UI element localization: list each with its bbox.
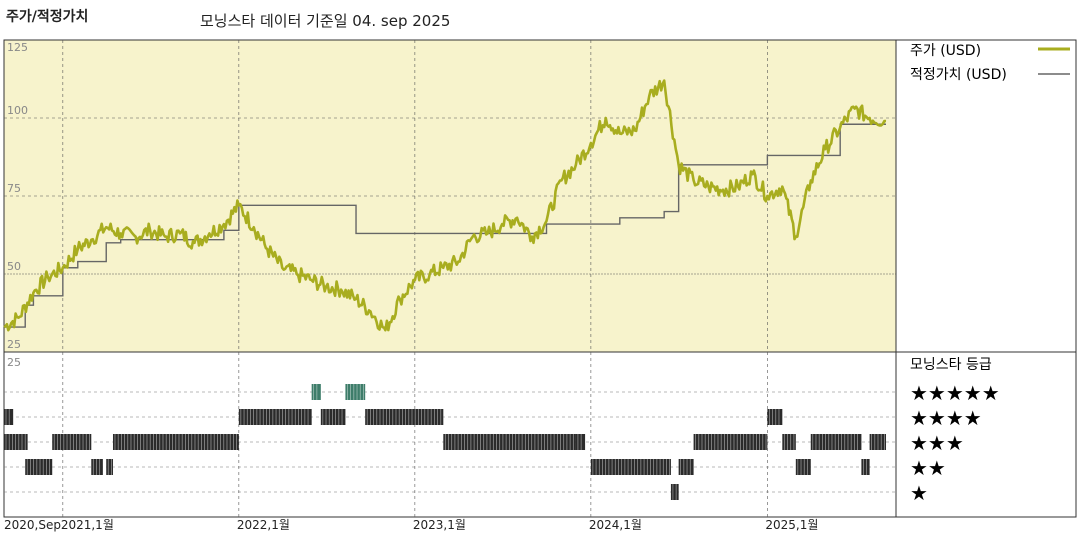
rating-segment-2-stars xyxy=(678,459,694,475)
rating-bar xyxy=(52,434,92,450)
rating-bar xyxy=(678,459,694,475)
rating-segment-2-stars xyxy=(861,459,870,475)
y-tick-label: 125 xyxy=(7,41,28,54)
rating-segment-2-stars xyxy=(91,459,103,475)
rating-bar xyxy=(91,459,103,475)
rating-bar xyxy=(320,409,346,425)
rating-panel-y-label: 25 xyxy=(7,356,21,369)
x-tick-label: 2021,1월 xyxy=(61,518,114,532)
fair-value-series xyxy=(4,123,886,328)
rating-bar xyxy=(345,384,366,400)
rating-segment-2-stars xyxy=(590,459,671,475)
x-tick-labels: 2020,Sep 2021,1월 2022,1월 2023,1월 2024,1월 2025… xyxy=(4,518,818,532)
x-tick-label: 2022,1월 xyxy=(237,518,290,532)
rating-bar xyxy=(106,459,113,475)
y-tick-label: 75 xyxy=(7,182,21,195)
rating-bar xyxy=(590,459,671,475)
rating-segment-3-stars xyxy=(4,434,28,450)
rating-bar xyxy=(767,409,783,425)
rating-bar xyxy=(810,434,862,450)
chart-subtitle: 모닝스타 데이터 기준일 04. sep 2025 xyxy=(200,12,451,30)
rating-bar xyxy=(365,409,444,425)
y-tick-labels: 25 50 75 100 125 25 xyxy=(7,41,28,369)
rating-bar xyxy=(795,459,811,475)
rating-segment-2-stars xyxy=(25,459,53,475)
rating-segment-4-stars xyxy=(4,409,14,425)
y-tick-label: 25 xyxy=(7,338,21,351)
rating-segment-2-stars xyxy=(106,459,113,475)
legend-1-star: ★ xyxy=(910,481,928,505)
rating-segment-3-stars xyxy=(575,434,586,450)
rating-segment-3-stars xyxy=(443,434,576,450)
chart-title: 주가/적정가치 xyxy=(6,9,89,25)
rating-bar xyxy=(4,409,14,425)
rating-segment-4-stars xyxy=(365,409,444,425)
rating-segment-3-stars xyxy=(112,434,239,450)
rating-bar xyxy=(238,409,312,425)
rating-segment-4-stars xyxy=(320,409,346,425)
legend-4-stars: ★★★★ xyxy=(910,406,982,430)
rating-segment-1-stars xyxy=(670,484,679,500)
rating-bar xyxy=(25,459,53,475)
rating-segment-3-stars xyxy=(693,434,768,450)
x-tick-label: 2023,1월 xyxy=(413,518,466,532)
legend-rating-title: 모닝스타 등급 xyxy=(910,357,992,373)
y-tick-label: 50 xyxy=(7,260,21,273)
rating-segment-3-stars xyxy=(869,434,886,450)
legend-fair-label: 적정가치 (USD) xyxy=(910,67,1007,83)
x-tick-label: 2024,1월 xyxy=(589,518,642,532)
y-tick-label: 100 xyxy=(7,104,28,117)
legend-2-stars: ★★ xyxy=(910,456,946,480)
rating-segment-3-stars xyxy=(782,434,796,450)
rating-segment-4-stars xyxy=(767,409,783,425)
x-tick-label: 2025,1월 xyxy=(765,518,818,532)
legend-3-stars: ★★★ xyxy=(910,431,964,455)
legend-price-label: 주가 (USD) xyxy=(910,43,981,59)
rating-bar xyxy=(861,459,870,475)
rating-segment-5-stars xyxy=(311,384,321,400)
x-tick-label: 2020,Sep xyxy=(4,518,61,532)
chart-frame xyxy=(3,39,1077,518)
price-series xyxy=(3,79,887,332)
rating-bar xyxy=(575,434,586,450)
rating-segment-4-stars xyxy=(238,409,312,425)
fair-value-line xyxy=(4,123,886,328)
rating-bar xyxy=(311,384,321,400)
rating-segment-5-stars xyxy=(345,384,366,400)
rating-segment-2-stars xyxy=(795,459,811,475)
rating-bars xyxy=(4,384,886,500)
rating-bar xyxy=(782,434,796,450)
legend-5-stars: ★★★★★ xyxy=(910,381,1000,405)
rating-bar xyxy=(670,484,679,500)
rating-segment-3-stars xyxy=(52,434,92,450)
price-line xyxy=(3,79,887,332)
rating-segment-3-stars xyxy=(810,434,862,450)
